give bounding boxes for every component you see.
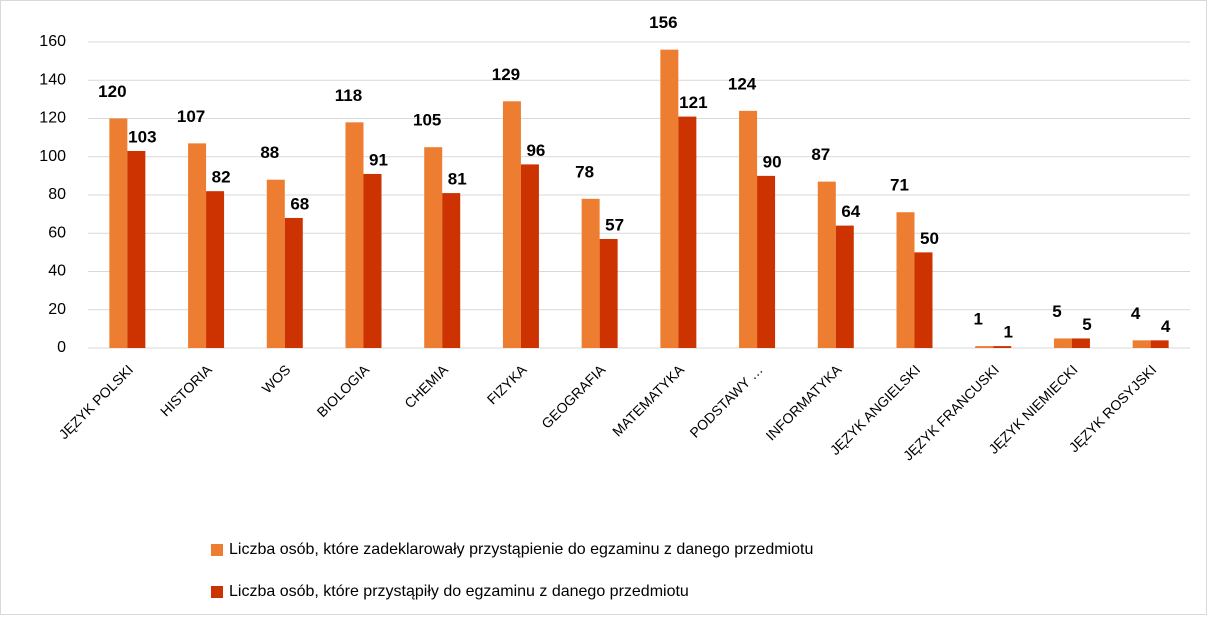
y-tick-label: 20 — [48, 301, 66, 318]
data-label: 4 — [1161, 317, 1171, 336]
legend-label: Liczba osób, które zadeklarowały przystą… — [229, 541, 813, 558]
bar — [599, 238, 618, 348]
data-label: 121 — [679, 93, 707, 112]
data-label: 1 — [1003, 323, 1012, 342]
bar — [914, 252, 933, 348]
data-label: 81 — [448, 170, 467, 189]
y-tick-label: 160 — [39, 33, 66, 50]
y-tick-label: 80 — [48, 186, 66, 203]
data-label: 50 — [920, 229, 939, 248]
bar — [1053, 338, 1072, 348]
bar — [266, 179, 285, 348]
data-label: 118 — [335, 86, 362, 105]
data-label: 88 — [260, 143, 279, 162]
data-label: 156 — [649, 13, 677, 32]
y-tick-label: 120 — [39, 110, 66, 127]
bar — [520, 164, 539, 348]
data-label: 90 — [763, 152, 782, 171]
bar — [109, 118, 128, 348]
bar — [363, 173, 382, 348]
data-label: 68 — [290, 194, 309, 213]
bar — [678, 116, 697, 349]
bar — [993, 346, 1012, 348]
bar — [442, 193, 461, 348]
bar — [835, 225, 854, 348]
data-label: 129 — [492, 65, 520, 84]
data-label: 5 — [1052, 302, 1061, 321]
bar — [284, 217, 303, 348]
bar — [206, 191, 225, 348]
data-label: 96 — [526, 141, 545, 160]
data-label: 82 — [212, 168, 231, 187]
data-label: 124 — [728, 74, 757, 93]
bar — [424, 147, 443, 348]
legend-swatch — [211, 544, 223, 556]
data-label: 71 — [890, 176, 909, 195]
data-label: 91 — [369, 150, 388, 169]
bar — [975, 346, 994, 348]
bar — [581, 198, 600, 348]
bar — [1132, 340, 1151, 348]
bar — [660, 49, 679, 349]
y-tick-label: 0 — [57, 339, 66, 356]
bar — [817, 181, 836, 348]
bar — [502, 101, 521, 348]
data-label: 107 — [177, 107, 205, 126]
data-label: 105 — [413, 111, 441, 130]
bar — [127, 151, 146, 348]
legend-swatch — [211, 586, 223, 598]
data-label: 64 — [841, 202, 860, 221]
data-label: 1 — [973, 310, 982, 329]
data-label: 120 — [98, 82, 126, 101]
y-tick-label: 40 — [48, 263, 66, 280]
bar — [1071, 338, 1090, 348]
bar — [739, 110, 758, 348]
bar — [896, 212, 915, 348]
bar — [345, 122, 364, 348]
bar — [188, 143, 207, 348]
bar — [757, 175, 776, 348]
data-label: 87 — [811, 145, 830, 164]
data-label: 103 — [128, 127, 156, 146]
y-tick-label: 100 — [39, 148, 66, 165]
data-label: 5 — [1082, 315, 1091, 334]
data-label: 4 — [1131, 304, 1141, 323]
data-label: 78 — [575, 162, 594, 181]
legend-label: Liczba osób, które przystąpiły do egzami… — [229, 583, 689, 600]
y-tick-label: 60 — [48, 224, 66, 241]
y-tick-label: 140 — [39, 71, 66, 88]
data-label: 57 — [605, 215, 624, 234]
bar — [1150, 340, 1169, 348]
